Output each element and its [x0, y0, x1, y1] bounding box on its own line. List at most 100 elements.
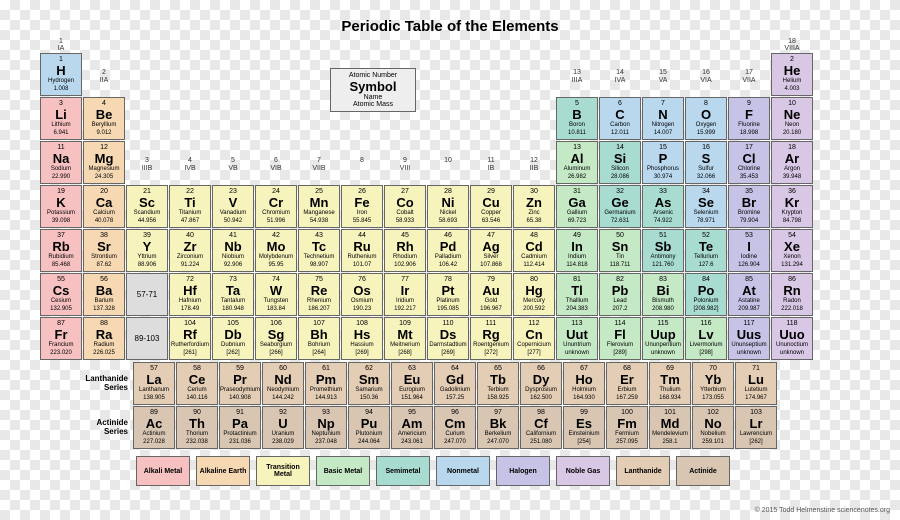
element-s: 16SSulfur32.066 — [685, 141, 727, 184]
element-si: 14SiSilicon28.086 — [599, 141, 641, 184]
element-ar: 18ArArgon39.948 — [771, 141, 813, 184]
element-hg: 80HgMercury200.592 — [513, 273, 555, 316]
element-ce: 58CeCerium140.116 — [176, 362, 218, 405]
group-header-3: 3IIIB — [126, 157, 168, 173]
element-uus: 117UusUnunseptiumunknown — [728, 317, 770, 360]
element-fl: 114FlFlerovium[289] — [599, 317, 641, 360]
legend-lanthanide: Lanthanide — [616, 456, 670, 486]
element-br: 35BrBromine79.904 — [728, 185, 770, 228]
main-grid: 1IA18VIIIA1HHydrogen1.0082HeHelium4.0033… — [40, 38, 813, 360]
element-zn: 30ZnZinc65.38 — [513, 185, 555, 228]
group-header-12: 12IIB — [513, 157, 555, 173]
group-header-2: 2IIA — [83, 69, 125, 85]
element-h: 1HHydrogen1.008 — [40, 53, 82, 96]
credit-line: © 2015 Todd Helmenstine sciencenotes.org — [755, 507, 890, 514]
element-pd: 46PdPalladium106.42 — [427, 229, 469, 272]
legend-semimetal: Semimetal — [376, 456, 430, 486]
element-in: 49InIndium114.818 — [556, 229, 598, 272]
element-ne: 10NeNeon20.180 — [771, 97, 813, 140]
element-md: 101MdMendelevium258.1 — [649, 406, 691, 449]
element-lv: 116LvLivermorium[298] — [685, 317, 727, 360]
element-be: 4BeBeryllium9.012 — [83, 97, 125, 140]
element-rn: 86RnRadon222.018 — [771, 273, 813, 316]
element-cr: 24CrChromium51.996 — [255, 185, 297, 228]
f-block-grid: 57LaLanthanum138.90558CeCerium140.11659P… — [133, 362, 777, 449]
element-po: 84PoPolonium[208.982] — [685, 273, 727, 316]
element-bk: 97BkBerkelium247.070 — [477, 406, 519, 449]
element-p: 15PPhosphorus30.974 — [642, 141, 684, 184]
group-header-14: 14IVA — [599, 69, 641, 85]
element-os: 76OsOsmium190.23 — [341, 273, 383, 316]
element-ni: 28NiNickel58.693 — [427, 185, 469, 228]
legend-alkaline: Alkaline Earth — [196, 456, 250, 486]
element-al: 13AlAluminum26.982 — [556, 141, 598, 184]
category-legend: Alkali MetalAlkaline EarthTransition Met… — [136, 456, 730, 486]
element-hs: 108HsHassium[269] — [341, 317, 383, 360]
element-ge: 32GeGermanium72.631 — [599, 185, 641, 228]
element-te: 52TeTellurium127.6 — [685, 229, 727, 272]
element-k: 19KPotassium39.098 — [40, 185, 82, 228]
element-mt: 109MtMeitnerium[268] — [384, 317, 426, 360]
element-pb: 82PbLead207.2 — [599, 273, 641, 316]
element-tb: 65TbTerbium158.925 — [477, 362, 519, 405]
element-pr: 59PrPraseodymium140.908 — [219, 362, 261, 405]
element-uuo: 118UuoUnunoctiumunknown — [771, 317, 813, 360]
element-sm: 62SmSamarium150.36 — [348, 362, 390, 405]
element-fr: 87FrFrancium223.020 — [40, 317, 82, 360]
group-header-15: 15VA — [642, 69, 684, 85]
group-header-11: 11IB — [470, 157, 512, 173]
element-sg: 106SgSeaborgium[266] — [255, 317, 297, 360]
element-db: 105DbDubnium[262] — [212, 317, 254, 360]
element-f: 9FFluorine18.998 — [728, 97, 770, 140]
element-ga: 31GaGallium69.723 — [556, 185, 598, 228]
element-sn: 50SnTin118.711 — [599, 229, 641, 272]
element-cs: 55CsCesium132.905 — [40, 273, 82, 316]
element-hf: 72HfHafnium178.49 — [169, 273, 211, 316]
group-header-7: 7VIIB — [298, 157, 340, 173]
element-sr: 38SrStrontium87.62 — [83, 229, 125, 272]
legend-noble: Noble Gas — [556, 456, 610, 486]
element-rh: 45RhRhodium102.906 — [384, 229, 426, 272]
legend-halogen: Halogen — [496, 456, 550, 486]
element-cl: 17ClChlorine35.453 — [728, 141, 770, 184]
element-np: 93NpNeptunium237.048 — [305, 406, 347, 449]
group-header-17: 17VIIA — [728, 69, 770, 85]
legend-actinide: Actinide — [676, 456, 730, 486]
element-la: 57LaLanthanum138.905 — [133, 362, 175, 405]
element-ho: 67HoHolmium164.930 — [563, 362, 605, 405]
element-eu: 63EuEuropium151.964 — [391, 362, 433, 405]
element-th: 90ThThorium232.038 — [176, 406, 218, 449]
element-lu: 71LuLutetium174.967 — [735, 362, 777, 405]
element-cm: 96CmCurium247.070 — [434, 406, 476, 449]
element-mn: 25MnManganese54.938 — [298, 185, 340, 228]
range-57-71: 57-71 — [126, 273, 168, 316]
element-fe: 26FeIron55.845 — [341, 185, 383, 228]
element-pu: 94PuPlutonium244.064 — [348, 406, 390, 449]
element-ds: 110DsDarmstadtium[269] — [427, 317, 469, 360]
legend-transition: Transition Metal — [256, 456, 310, 486]
element-tm: 69TmThulium168.934 — [649, 362, 691, 405]
element-pa: 91PaProtactinium231.036 — [219, 406, 261, 449]
element-ba: 56BaBarium137.328 — [83, 273, 125, 316]
element-er: 68ErErbium167.259 — [606, 362, 648, 405]
group-header-6: 6VIB — [255, 157, 297, 173]
element-rg: 111RgRoentgenium[272] — [470, 317, 512, 360]
element-kr: 36KrKrypton84.798 — [771, 185, 813, 228]
element-mo: 42MoMolybdenum95.95 — [255, 229, 297, 272]
element-gd: 64GdGadolinium157.25 — [434, 362, 476, 405]
element-cf: 98CfCalifornium251.080 — [520, 406, 562, 449]
group-header-18: 18VIIIA — [771, 38, 813, 52]
element-ag: 47AgSilver107.868 — [470, 229, 512, 272]
element-cu: 29CuCopper63.546 — [470, 185, 512, 228]
element-he: 2HeHelium4.003 — [771, 53, 813, 96]
legend-nonmetal: Nonmetal — [436, 456, 490, 486]
element-o: 8OOxygen15.999 — [685, 97, 727, 140]
element-ru: 44RuRuthenium101.07 — [341, 229, 383, 272]
element-sc: 21ScScandium44.956 — [126, 185, 168, 228]
element-ir: 77IrIridium192.217 — [384, 273, 426, 316]
element-co: 27CoCobalt58.933 — [384, 185, 426, 228]
element-xe: 54XeXenon131.294 — [771, 229, 813, 272]
element-cn: 112CnCopernicium[277] — [513, 317, 555, 360]
element-ti: 22TiTitanium47.867 — [169, 185, 211, 228]
group-header-5: 5VB — [212, 157, 254, 173]
